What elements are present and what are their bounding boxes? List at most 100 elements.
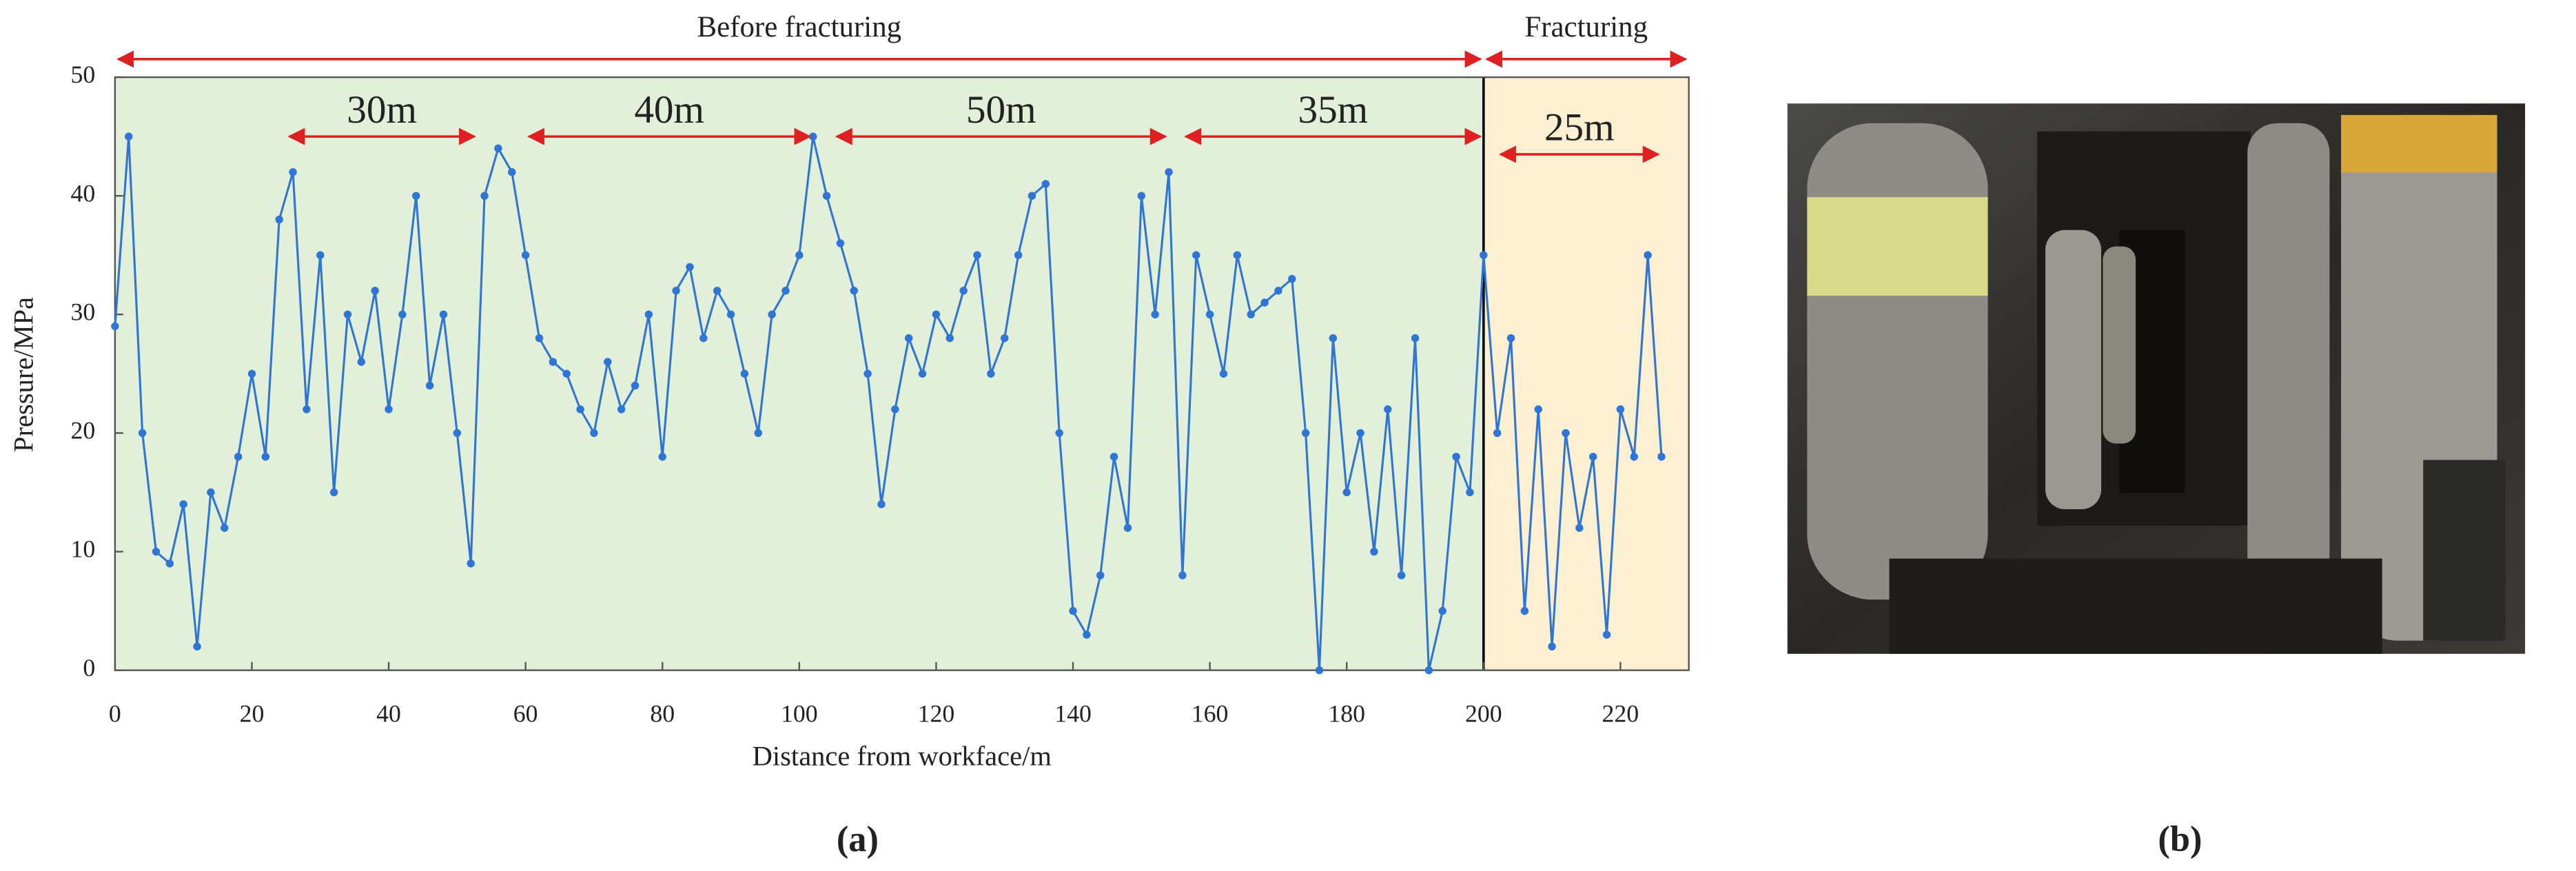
point [973, 251, 981, 259]
point [125, 132, 133, 141]
photo [1787, 103, 2526, 654]
point [357, 358, 366, 366]
point [247, 369, 256, 378]
caption: (a) [837, 819, 879, 859]
point [836, 239, 845, 247]
point [562, 369, 571, 378]
point [1110, 453, 1118, 461]
point [1260, 298, 1269, 307]
point [1575, 524, 1584, 532]
point [207, 488, 215, 497]
point [1493, 429, 1502, 438]
point [644, 310, 653, 319]
point [768, 310, 776, 319]
point [631, 381, 640, 390]
point [1288, 274, 1296, 283]
x-tick-label: 200 [1465, 700, 1502, 728]
point [508, 168, 516, 176]
series-line [114, 136, 1663, 671]
point [316, 251, 325, 259]
point [1083, 631, 1091, 639]
point [699, 334, 708, 342]
point [1329, 334, 1338, 342]
span-label: 25m [1544, 106, 1615, 150]
point [1630, 453, 1638, 461]
point [138, 429, 147, 438]
point [1411, 334, 1420, 342]
x-tick-label: 0 [109, 700, 121, 728]
point [877, 500, 886, 509]
point [1562, 429, 1570, 438]
point [987, 369, 995, 378]
point [1055, 429, 1063, 438]
point [781, 287, 790, 295]
point [1548, 642, 1556, 650]
point [1014, 251, 1023, 259]
point [193, 642, 201, 650]
region-label: Fracturing [1524, 11, 1648, 43]
point [713, 287, 722, 295]
x-tick-label: 180 [1328, 700, 1365, 728]
point [1315, 666, 1324, 675]
point [1397, 571, 1406, 580]
point [1506, 334, 1515, 342]
point [1205, 310, 1214, 319]
point [1644, 251, 1652, 259]
point [617, 405, 626, 413]
point [1466, 488, 1474, 497]
point [1123, 524, 1132, 532]
point [1301, 429, 1310, 438]
y-tick-label: 50 [71, 61, 96, 88]
point [1137, 192, 1146, 200]
point [234, 453, 243, 461]
point [385, 405, 393, 413]
point [343, 310, 352, 319]
point [740, 369, 749, 378]
region-label: Before fracturing [697, 11, 902, 43]
point [1520, 606, 1529, 615]
point [329, 488, 338, 497]
point [1342, 488, 1351, 497]
point [549, 358, 558, 366]
point [754, 429, 762, 438]
x-tick-label: 20 [240, 700, 265, 728]
span-label: 50m [966, 88, 1036, 132]
point [604, 358, 612, 366]
point [1370, 547, 1378, 556]
point [1178, 571, 1187, 580]
point [1151, 310, 1159, 319]
point [1041, 180, 1050, 188]
point [658, 453, 666, 461]
plot-frame [114, 76, 1690, 671]
point [480, 192, 489, 200]
point [863, 369, 872, 378]
point [1233, 251, 1242, 259]
point [1657, 453, 1666, 461]
x-axis-label: Distance from workface/m [753, 741, 1052, 772]
y-axis-label: Pressure/MPa [8, 297, 39, 452]
point [686, 263, 694, 271]
point [1384, 405, 1392, 413]
point [1480, 251, 1488, 259]
point [1165, 168, 1173, 176]
span-label: 30m [347, 88, 417, 132]
point [221, 524, 229, 532]
point [165, 560, 174, 568]
point [467, 560, 475, 568]
point [672, 287, 680, 295]
point [398, 310, 407, 319]
point [1096, 571, 1105, 580]
point [111, 322, 119, 331]
point [439, 310, 448, 319]
region [1483, 77, 1689, 670]
y-tick-label: 20 [71, 417, 96, 444]
region [114, 77, 1484, 670]
point [795, 251, 804, 259]
point [1219, 369, 1228, 378]
point [1069, 606, 1077, 615]
point [1000, 334, 1009, 342]
point [932, 310, 941, 319]
point [412, 192, 420, 200]
point [959, 287, 968, 295]
point [1424, 666, 1433, 675]
